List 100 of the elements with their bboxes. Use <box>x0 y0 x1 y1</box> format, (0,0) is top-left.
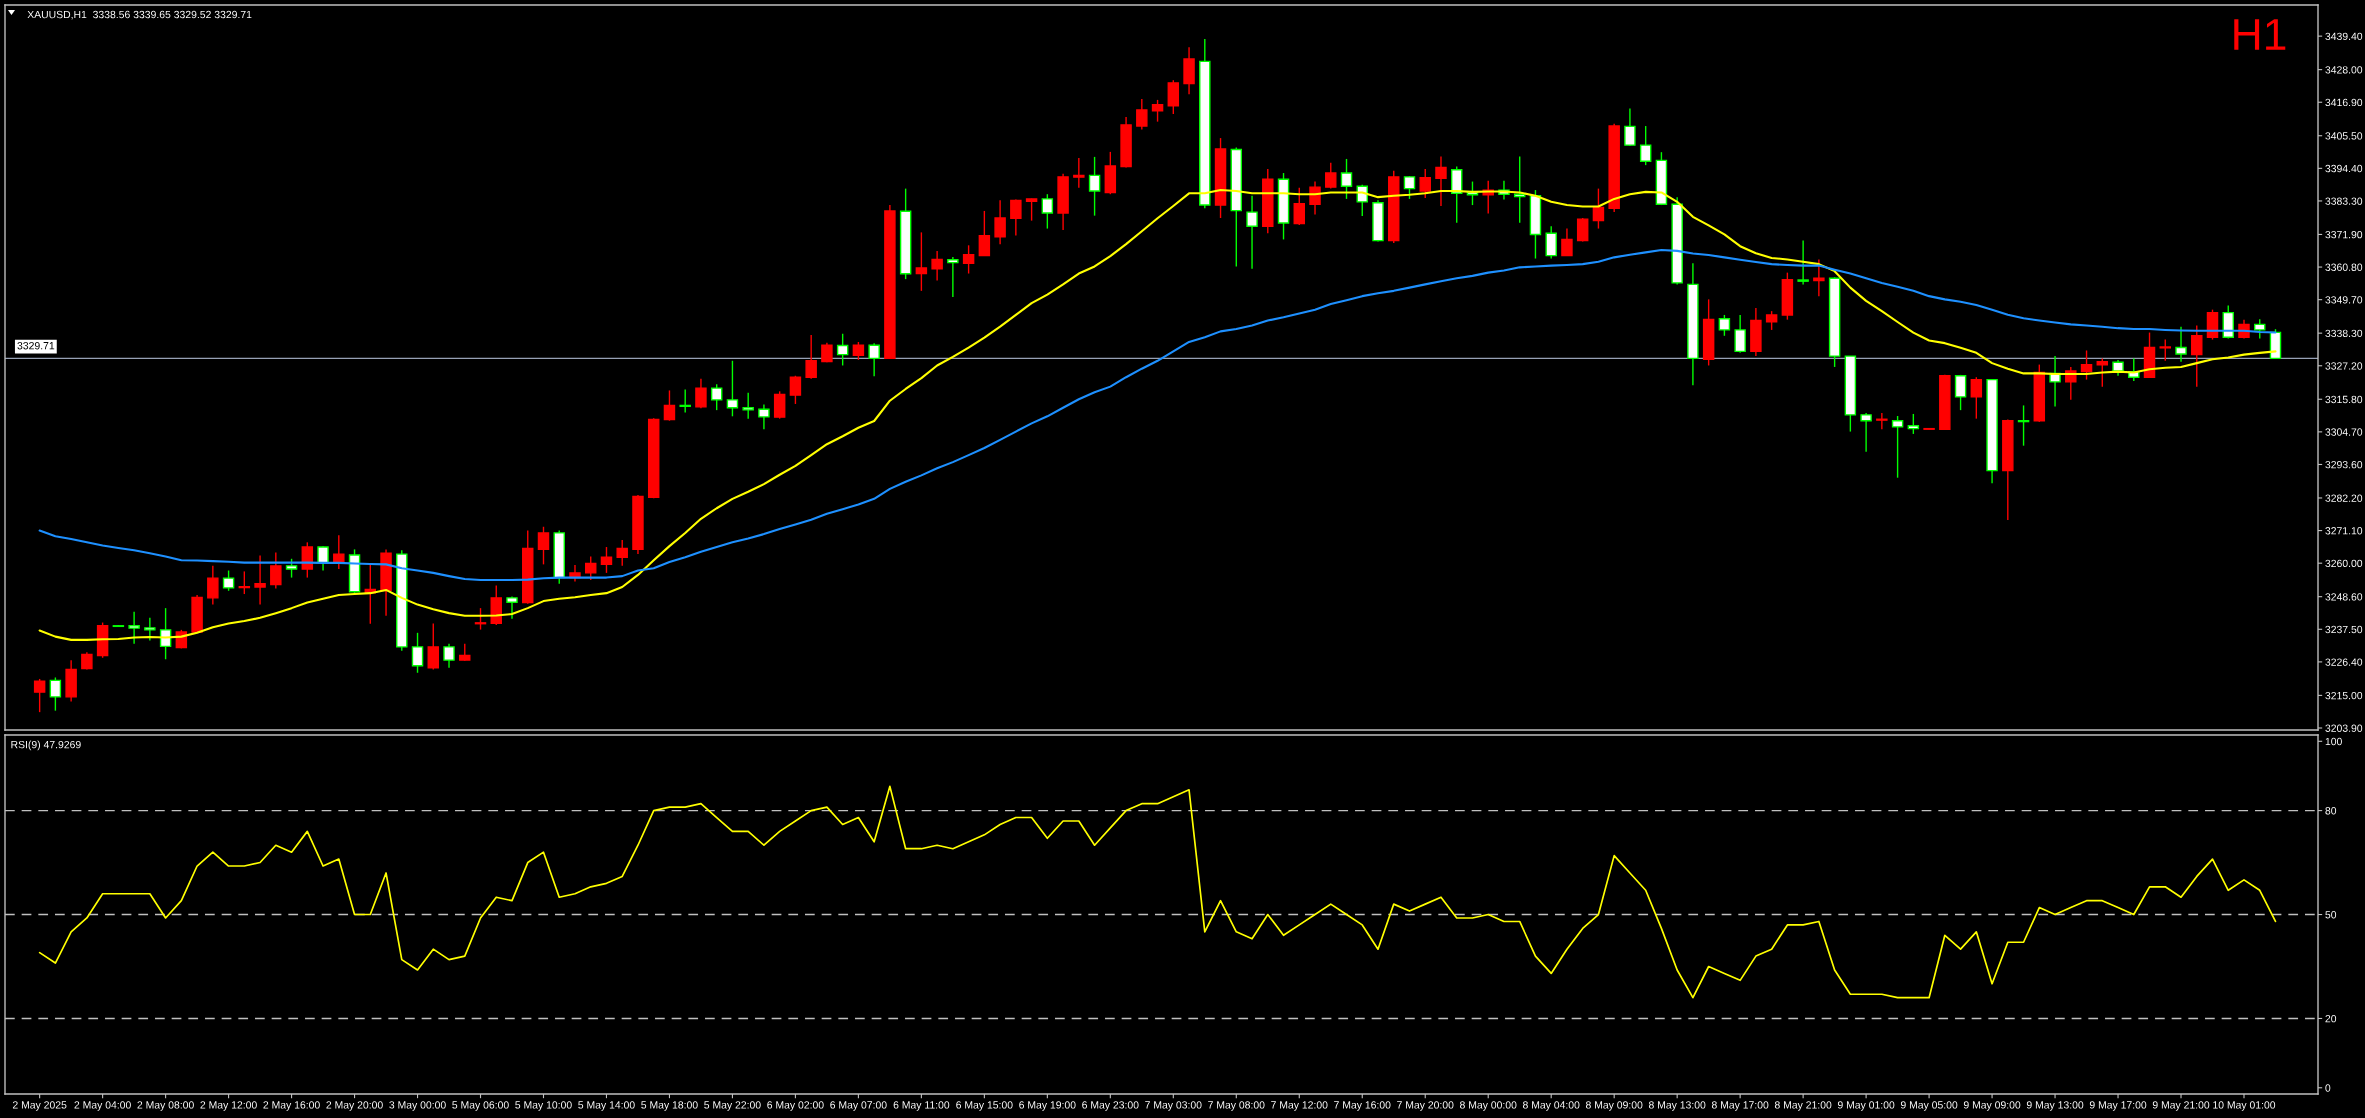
y-tick-label: 3360.80 <box>2325 263 2363 271</box>
candlestick <box>758 403 770 430</box>
y-tick-label: 3439.40 <box>2325 32 2363 41</box>
candlestick <box>1246 194 1258 270</box>
y-tick-label: 3203.90 <box>2325 724 2363 732</box>
candlestick <box>742 392 754 420</box>
candlestick <box>584 555 597 581</box>
candlestick <box>1340 158 1353 200</box>
x-tick-label: 9 May 05:00 <box>1900 1101 1958 1111</box>
y-tick-label: 0 <box>2325 1084 2331 1092</box>
candlestick <box>805 334 817 380</box>
candlestick <box>1970 376 1983 420</box>
x-tick-label: 8 May 13:00 <box>1648 1101 1706 1111</box>
candlestick <box>411 632 424 674</box>
chart-title: XAUUSD,H1 3338.56 3339.65 3329.52 3329.71 <box>27 10 252 20</box>
x-tick-label: 6 May 07:00 <box>830 1101 887 1111</box>
candlestick <box>222 569 235 592</box>
x-tick-label: 9 May 21:00 <box>2152 1101 2210 1111</box>
x-tick-label: 6 May 11:00 <box>893 1101 950 1111</box>
candlestick <box>978 210 991 257</box>
candlestick <box>1025 197 1038 222</box>
y-tick-label: 100 <box>2325 737 2342 746</box>
candlestick <box>1891 415 1904 479</box>
candlestick <box>317 545 329 572</box>
candlestick <box>789 375 802 405</box>
candlestick <box>600 546 613 574</box>
candlestick <box>1419 168 1431 199</box>
y-tick-label: 3215.00 <box>2325 691 2363 700</box>
x-tick-label: 2 May 08:00 <box>137 1101 194 1111</box>
candlestick <box>1876 412 1888 430</box>
x-tick-label: 6 May 19:00 <box>1019 1101 1076 1111</box>
x-tick-label: 7 May 16:00 <box>1334 1101 1391 1111</box>
x-tick-label: 8 May 09:00 <box>1585 1101 1643 1111</box>
candlestick <box>207 565 219 606</box>
candlestick <box>1010 198 1022 237</box>
candlestick <box>1309 180 1321 216</box>
x-tick-label: 2 May 20:00 <box>326 1101 383 1111</box>
x-tick-label: 2 May 2025 <box>12 1101 67 1111</box>
y-tick-label: 3237.50 <box>2325 625 2363 634</box>
candlestick <box>836 333 849 367</box>
candlestick <box>2080 349 2093 381</box>
candlestick <box>726 360 739 417</box>
candlestick <box>1718 314 1731 337</box>
candlestick <box>1325 162 1337 190</box>
candlestick <box>1167 79 1180 115</box>
candlestick <box>1765 310 1778 331</box>
y-tick-label: 3428.00 <box>2325 66 2363 74</box>
candlestick <box>1435 155 1447 207</box>
candlestick <box>33 678 46 713</box>
candlestick <box>1561 227 1573 257</box>
y-tick-label: 3271.10 <box>2325 527 2363 535</box>
candlestick <box>962 244 975 275</box>
x-tick-label: 5 May 14:00 <box>578 1101 635 1111</box>
y-tick-label: 3304.70 <box>2325 428 2363 436</box>
candlestick <box>144 617 156 642</box>
candlestick <box>1293 187 1306 226</box>
candlestick <box>1639 125 1652 166</box>
candlestick <box>616 539 628 567</box>
y-tick-label: 3394.40 <box>2325 164 2363 173</box>
y-tick-label: 3315.80 <box>2325 395 2363 404</box>
x-tick-label: 10 May 01:00 <box>2213 1101 2276 1111</box>
line-series <box>38 785 2277 999</box>
y-tick-label: 3327.20 <box>2325 362 2363 370</box>
x-tick-label: 9 May 01:00 <box>1837 1101 1895 1111</box>
candlestick <box>2254 318 2266 340</box>
candlestick <box>1734 314 1746 354</box>
x-tick-label: 8 May 17:00 <box>1711 1101 1769 1111</box>
x-tick-label: 7 May 03:00 <box>1145 1101 1202 1111</box>
y-tick-label: 80 <box>2325 807 2337 815</box>
candlestick <box>474 607 487 631</box>
candlestick <box>2017 404 2030 447</box>
annotation: H1 <box>2234 19 2286 50</box>
y-tick-label: 20 <box>2325 1014 2337 1023</box>
x-tick-label: 5 May 18:00 <box>641 1101 698 1111</box>
candlestick <box>506 595 518 620</box>
x-tick-label: 7 May 08:00 <box>1208 1101 1265 1111</box>
candlestick <box>1954 374 1967 411</box>
x-tick-label: 2 May 04:00 <box>74 1101 131 1111</box>
candlestick <box>1860 412 1872 453</box>
candlestick <box>427 622 440 671</box>
candlestick <box>2191 324 2203 388</box>
candlestick <box>1073 157 1085 189</box>
y-tick-label: 3282.20 <box>2325 494 2363 502</box>
x-tick-label: 5 May 06:00 <box>452 1101 509 1111</box>
candlestick <box>1041 193 1054 230</box>
x-tick-label: 5 May 10:00 <box>515 1101 572 1111</box>
x-tick-label: 2 May 12:00 <box>200 1101 257 1111</box>
x-tick-label: 2 May 16:00 <box>263 1101 320 1111</box>
x-tick-label: 9 May 09:00 <box>1963 1101 2021 1111</box>
x-tick-label: 6 May 23:00 <box>1082 1101 1139 1111</box>
x-tick-label: 9 May 17:00 <box>2089 1101 2147 1111</box>
candlestick <box>695 377 707 410</box>
candlestick <box>285 558 298 579</box>
candlestick <box>2096 357 2109 388</box>
x-tick-label: 6 May 15:00 <box>956 1101 1013 1111</box>
ref-line-label: 3329.71 <box>17 342 55 350</box>
y-tick-label: 3371.90 <box>2325 230 2363 239</box>
candlestick <box>238 570 251 595</box>
y-tick-label: 3338.30 <box>2325 329 2363 338</box>
candlestick <box>1545 225 1557 260</box>
